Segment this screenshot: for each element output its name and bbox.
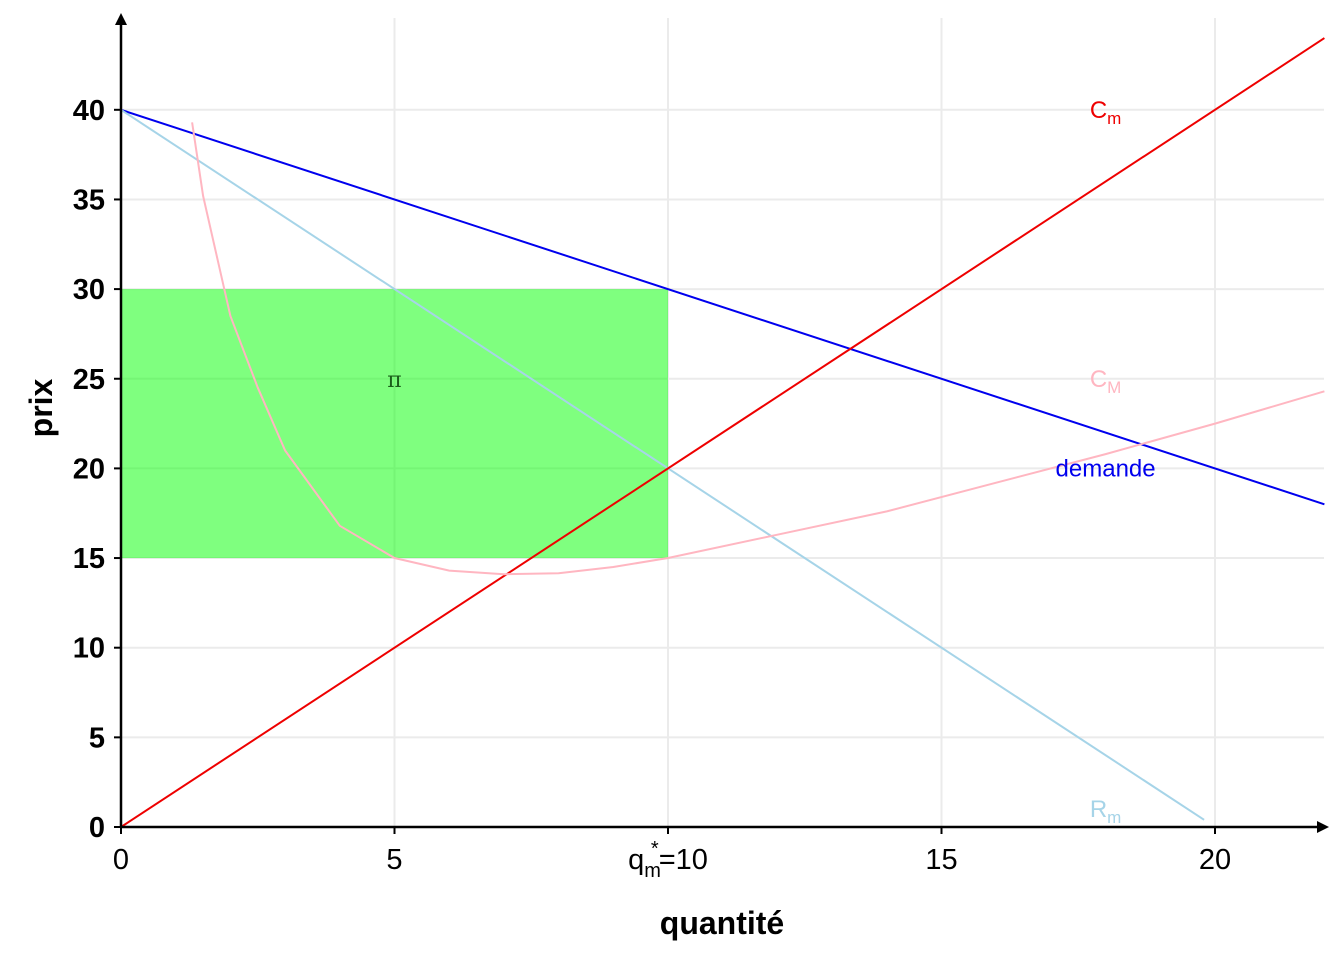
y-tick-label: 30 xyxy=(73,274,105,306)
y-tick-label: 10 xyxy=(73,633,105,665)
x-tick-label: 15 xyxy=(925,844,957,876)
curves-group xyxy=(120,37,1325,828)
demande-label: demande xyxy=(1056,455,1156,482)
y-tick-label: 5 xyxy=(89,722,105,754)
y-tick-label: 15 xyxy=(73,543,105,575)
y-tick-label: 20 xyxy=(73,453,105,485)
x-axis-title: quantité xyxy=(660,905,784,941)
y-tick-label: 0 xyxy=(89,812,105,844)
curve-labels-group: π Cm CM demande Rm xyxy=(387,97,1155,827)
c-m-label: Cm xyxy=(1090,97,1122,128)
x-tick-label: 5 xyxy=(386,844,402,876)
profit-rectangle xyxy=(121,289,668,559)
profit-label: π xyxy=(387,368,401,393)
x-tick-label: 0 xyxy=(113,844,129,876)
y-tick-label: 25 xyxy=(73,364,105,396)
y-axis-arrow xyxy=(115,13,127,25)
r-m-label: Rm xyxy=(1090,796,1122,827)
y-tick-label: 35 xyxy=(73,184,105,216)
c-m-curve xyxy=(120,37,1325,828)
x-tick-label: qm*=10 xyxy=(628,838,708,882)
tick-labels-group: 0 5 10 15 20 25 30 35 40 0 5 qm*=10 15 20 xyxy=(73,95,1231,882)
c-m-label: CM xyxy=(1090,366,1122,397)
y-axis-title: prix xyxy=(23,378,59,437)
x-tick-label: 20 xyxy=(1199,844,1231,876)
axes-group xyxy=(115,13,1329,833)
c-m-curve xyxy=(191,122,1325,576)
profit-area-group xyxy=(121,289,668,559)
y-tick-label: 40 xyxy=(73,95,105,127)
demande-curve xyxy=(120,108,1325,506)
x-axis-arrow xyxy=(1317,821,1329,833)
r-m-curve xyxy=(120,108,1205,821)
